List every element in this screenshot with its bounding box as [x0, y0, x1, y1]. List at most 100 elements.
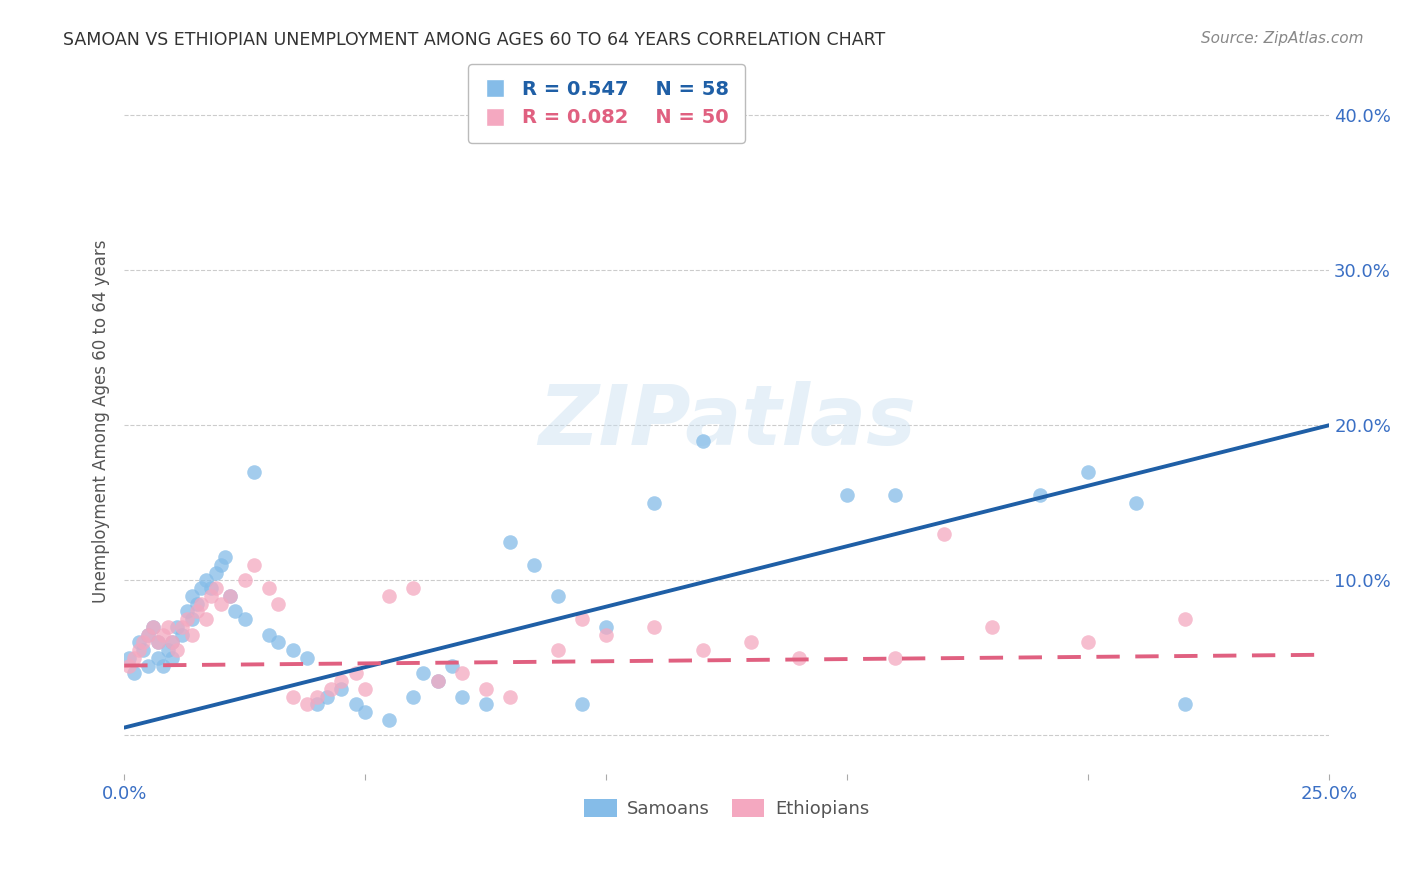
Point — [118, 658, 141, 673]
Point — [344, 698, 367, 712]
Point — [321, 681, 343, 696]
Point — [136, 627, 159, 641]
Point — [122, 650, 145, 665]
Point — [884, 488, 907, 502]
Point — [132, 643, 155, 657]
Point — [146, 635, 169, 649]
Point — [214, 549, 236, 564]
Text: SAMOAN VS ETHIOPIAN UNEMPLOYMENT AMONG AGES 60 TO 64 YEARS CORRELATION CHART: SAMOAN VS ETHIOPIAN UNEMPLOYMENT AMONG A… — [63, 31, 886, 49]
Point — [162, 635, 184, 649]
Point — [200, 581, 222, 595]
Point — [243, 558, 266, 572]
Point — [180, 589, 202, 603]
Point — [354, 681, 377, 696]
Point — [440, 658, 463, 673]
Y-axis label: Unemployment Among Ages 60 to 64 years: Unemployment Among Ages 60 to 64 years — [93, 240, 110, 603]
Point — [354, 705, 377, 719]
Legend: Samoans, Ethiopians: Samoans, Ethiopians — [576, 791, 877, 825]
Text: Source: ZipAtlas.com: Source: ZipAtlas.com — [1201, 31, 1364, 46]
Point — [595, 627, 617, 641]
Point — [224, 604, 246, 618]
Point — [146, 635, 169, 649]
Point — [330, 681, 353, 696]
Point — [156, 643, 179, 657]
Point — [190, 597, 212, 611]
Point — [281, 643, 304, 657]
Point — [186, 597, 208, 611]
Point — [176, 612, 198, 626]
Point — [257, 581, 280, 595]
Point — [474, 698, 496, 712]
Point — [1077, 635, 1099, 649]
Point — [132, 635, 155, 649]
Point — [152, 627, 174, 641]
Point — [204, 581, 226, 595]
Point — [1174, 612, 1197, 626]
Point — [122, 666, 145, 681]
Point — [426, 674, 449, 689]
Point — [219, 589, 242, 603]
Point — [118, 650, 141, 665]
Point — [166, 620, 188, 634]
Point — [643, 496, 665, 510]
Point — [305, 698, 328, 712]
Point — [547, 643, 569, 657]
Point — [378, 589, 401, 603]
Point — [1077, 465, 1099, 479]
Point — [692, 643, 714, 657]
Point — [281, 690, 304, 704]
Point — [204, 566, 226, 580]
Point — [571, 612, 593, 626]
Point — [156, 620, 179, 634]
Point — [474, 681, 496, 696]
Point — [195, 612, 218, 626]
Point — [499, 534, 522, 549]
Point — [162, 650, 184, 665]
Point — [884, 650, 907, 665]
Point — [209, 558, 232, 572]
Point — [740, 635, 762, 649]
Point — [499, 690, 522, 704]
Point — [450, 690, 472, 704]
Point — [643, 620, 665, 634]
Point — [136, 627, 159, 641]
Point — [128, 635, 150, 649]
Point — [142, 620, 165, 634]
Point — [402, 581, 425, 595]
Point — [142, 620, 165, 634]
Point — [176, 604, 198, 618]
Point — [523, 558, 546, 572]
Point — [136, 658, 159, 673]
Point — [932, 526, 955, 541]
Point — [146, 650, 169, 665]
Point — [170, 627, 193, 641]
Point — [186, 604, 208, 618]
Point — [162, 635, 184, 649]
Point — [450, 666, 472, 681]
Point — [412, 666, 434, 681]
Point — [692, 434, 714, 448]
Point — [200, 589, 222, 603]
Point — [170, 620, 193, 634]
Point — [315, 690, 337, 704]
Point — [547, 589, 569, 603]
Point — [233, 612, 256, 626]
Point — [787, 650, 810, 665]
Point — [152, 658, 174, 673]
Point — [344, 666, 367, 681]
Point — [305, 690, 328, 704]
Point — [330, 674, 353, 689]
Point — [233, 574, 256, 588]
Point — [378, 713, 401, 727]
Point — [166, 643, 188, 657]
Point — [257, 627, 280, 641]
Point — [219, 589, 242, 603]
Point — [1029, 488, 1052, 502]
Point — [190, 581, 212, 595]
Point — [243, 465, 266, 479]
Point — [426, 674, 449, 689]
Point — [1174, 698, 1197, 712]
Point — [297, 650, 319, 665]
Text: ZIPatlas: ZIPatlas — [538, 381, 915, 462]
Point — [267, 635, 290, 649]
